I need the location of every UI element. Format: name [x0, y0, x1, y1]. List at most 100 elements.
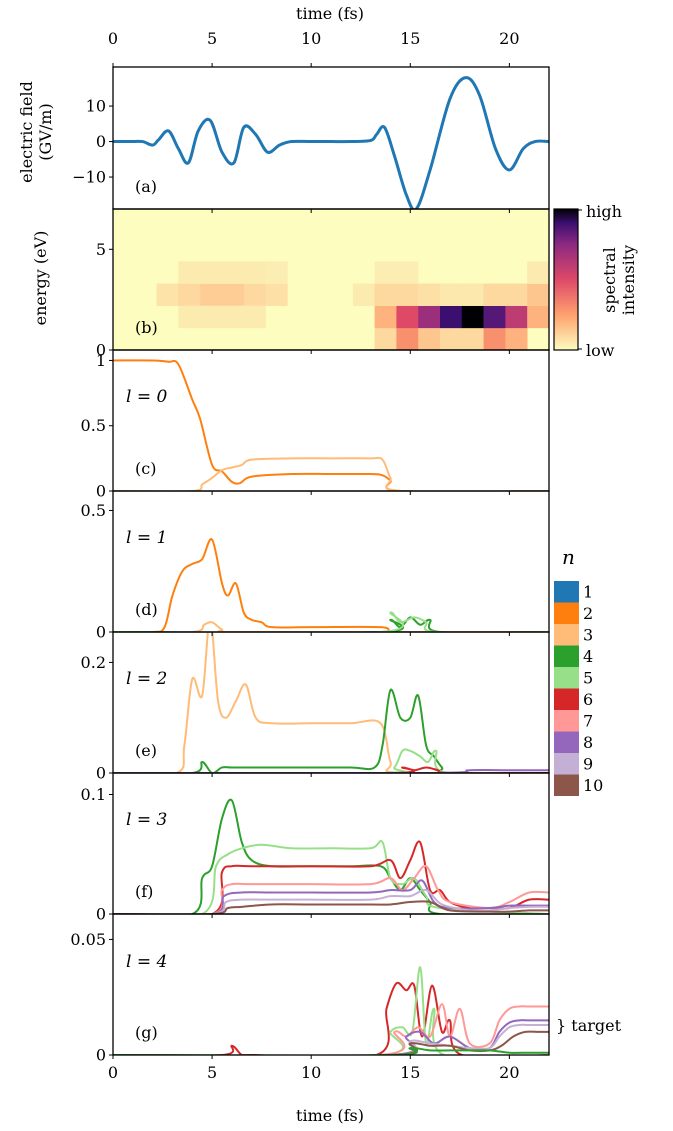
heatmap-cell-36: [483, 283, 506, 306]
heatmap-cell-27: [483, 305, 506, 329]
legend-label-9: 9: [583, 755, 593, 774]
y-tick-label: 0: [96, 905, 106, 924]
panel-a-tag: (a): [135, 177, 157, 196]
series-line-f-6: [113, 840, 549, 914]
legend-swatch-2: [554, 602, 579, 624]
series-line-d-4: [113, 616, 549, 632]
heatmap-cell-41: [527, 261, 549, 284]
series-line-g-4: [113, 1046, 549, 1055]
tick-layer: [109, 63, 510, 1059]
panel-f-l-label: l = 3: [126, 810, 167, 830]
heatmap-cell-6: [178, 261, 201, 284]
legend-swatch-7: [554, 710, 579, 732]
top-x-tick-label: 20: [499, 29, 519, 48]
series-line-f-8: [113, 879, 549, 914]
y-tick-label: 0: [96, 764, 106, 783]
axes-frame-c: [112, 349, 550, 492]
axes-frame-e: [112, 631, 550, 774]
legend-label-5: 5: [583, 669, 593, 688]
series-line-f-10: [113, 900, 549, 914]
y-tick-label: 0.5: [81, 416, 106, 435]
legend-swatch-5: [554, 667, 579, 689]
heatmap-cell-25: [440, 305, 463, 329]
y-tick-label: 0: [96, 1046, 106, 1065]
legend-label-7: 7: [583, 712, 593, 731]
y-tick-label: 0.1: [81, 785, 106, 804]
colorbar-label-line2: intensity: [619, 245, 638, 315]
panel-c-tag: (c): [135, 459, 156, 478]
panel-b-ylabel: energy (eV): [31, 231, 50, 326]
y-tick-label: 0: [96, 341, 106, 360]
series-line-f-9: [113, 888, 549, 914]
legend-label-6: 6: [583, 690, 593, 709]
panel-b-tag: (b): [135, 318, 158, 337]
y-tick-label: 0.5: [81, 501, 106, 520]
series-line-d-2: [113, 538, 549, 632]
series-line-g-10: [113, 1030, 549, 1055]
legend-swatch-6: [554, 688, 579, 710]
y-tick-label: 0: [96, 132, 106, 151]
heatmap-cell-19: [461, 327, 484, 350]
legend-title: n: [562, 545, 575, 569]
series-line-d-5: [113, 611, 549, 632]
y-tick-label: 0: [96, 623, 106, 642]
heatmap-cell-1: [178, 283, 201, 306]
heatmap-layer: [113, 209, 549, 350]
heatmap-cell-13: [222, 305, 245, 329]
heatmap-cell-31: [374, 283, 397, 306]
panel-d-tag: (d): [135, 600, 158, 619]
colorbar-label-line1: spectral: [600, 247, 619, 313]
series-line-e-4: [113, 688, 549, 773]
heatmap-cell-40: [396, 261, 419, 284]
y-tick-label: 5: [96, 240, 106, 259]
legend-swatch-8: [554, 731, 579, 753]
series-line-c-3: [113, 456, 549, 491]
top-x-tick-label: 5: [207, 29, 217, 48]
heatmap-cell-14: [243, 305, 266, 329]
colorbar-high-label: high: [586, 202, 622, 221]
heatmap-cell-37: [505, 283, 528, 306]
panel-g-tag: (g): [135, 1023, 158, 1042]
legend-label-10: 10: [583, 776, 603, 795]
heatmap-cell-16: [396, 327, 419, 350]
heatmap-cell-21: [505, 327, 528, 350]
legend-swatch-4: [554, 645, 579, 667]
y-tick-label: −10: [72, 168, 106, 187]
top-x-tick-label: 0: [108, 29, 118, 48]
top-x-tick-label: 10: [301, 29, 321, 48]
heatmap-cell-20: [483, 327, 506, 350]
legend-label-4: 4: [583, 647, 593, 666]
target-annotation: } target: [556, 1016, 622, 1035]
heatmap-cell-2: [200, 283, 223, 306]
bottom-x-tick-label: 0: [108, 1063, 118, 1082]
heatmap-cell-7: [200, 261, 223, 284]
colorbar-low-label: low: [586, 341, 615, 360]
panel-a-ylabel-line2: (GV/m): [36, 103, 55, 160]
heatmap-cell-11: [178, 305, 201, 329]
panel-c-l-label: l = 0: [126, 387, 167, 407]
legend-label-1: 1: [583, 583, 593, 602]
axes-frame-g: [112, 913, 550, 1056]
heatmap-cell-22: [374, 305, 397, 329]
series-line-c-2: [113, 359, 549, 491]
heatmap-cell-28: [505, 305, 528, 329]
heatmap-cell-35: [461, 283, 484, 306]
top-x-axis-label: time (fs): [296, 4, 364, 23]
heatmap-cell-23: [396, 305, 419, 329]
bottom-x-tick-label: 20: [499, 1063, 519, 1082]
series-line-e-3: [113, 632, 549, 773]
panel-e-tag: (e): [135, 741, 157, 760]
heatmap-cell-39: [374, 261, 397, 284]
heatmap-cell-32: [396, 283, 419, 306]
y-tick-label: 0: [96, 482, 106, 501]
y-tick-label: 0.05: [70, 930, 106, 949]
legend-label-8: 8: [583, 733, 593, 752]
series-line-f-5: [113, 840, 549, 914]
heatmap-cell-29: [527, 305, 549, 329]
panel-g-l-label: l = 4: [126, 952, 167, 972]
series-line-e-8: [113, 769, 549, 773]
axes-frames: [112, 66, 550, 1056]
colorbar: [553, 208, 579, 351]
legend: 1 2 3 4 5 6 7 8 9 10: [554, 581, 603, 796]
heatmap-cell-0: [156, 283, 179, 306]
